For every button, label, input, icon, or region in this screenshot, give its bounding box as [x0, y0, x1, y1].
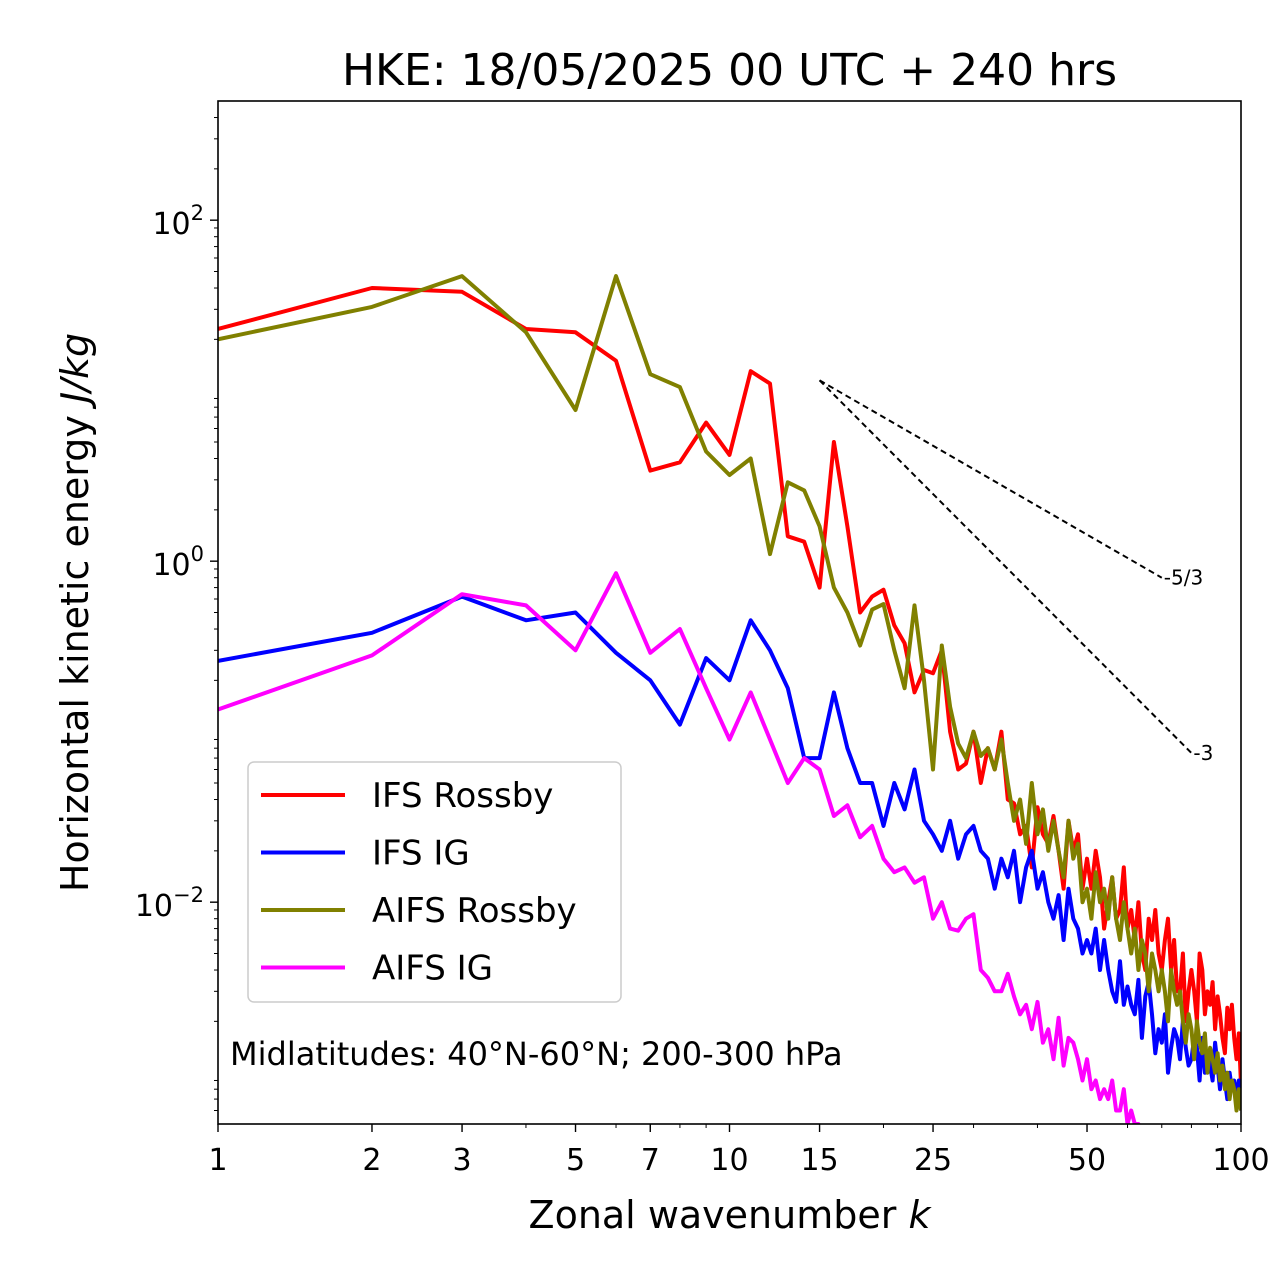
series-line-ifs-rossby — [218, 286, 1241, 1085]
major-ticks — [210, 219, 1242, 1132]
x-tick-label: 5 — [566, 1143, 585, 1178]
y-tick-labels: 10−2 100 102 — [135, 201, 204, 924]
legend-label: IFS IG — [372, 834, 470, 874]
y-tick-label: 102 — [152, 201, 204, 242]
x-axis-label-text: Zonal wavenumber — [529, 1193, 897, 1237]
legend-label: AIFS Rossby — [372, 891, 577, 931]
reference-slope-line — [818, 379, 1193, 754]
y-tick-label: 100 — [152, 542, 204, 583]
legend-label: AIFS IG — [372, 949, 493, 989]
legend-label: IFS Rossby — [372, 776, 553, 816]
legend: IFS Rossby IFS IG AIFS Rossby AIFS IG — [247, 761, 622, 1003]
reference-slopes: -5/3 -3 — [818, 379, 1213, 765]
region-annotation: Midlatitudes: 40°N-60°N; 200-300 hPa — [230, 1035, 843, 1073]
x-tick-label: 1 — [208, 1143, 227, 1178]
series-line-aifs-ig — [218, 571, 1141, 1124]
y-axis-label: Horizontal kinetic energy J/kg — [53, 333, 97, 892]
x-tick-label: 2 — [362, 1143, 381, 1178]
reference-slope-label: -5/3 — [1164, 566, 1203, 590]
x-tick-label: 10 — [710, 1143, 748, 1178]
legend-entries: IFS Rossby IFS IG AIFS Rossby AIFS IG — [261, 776, 577, 989]
reference-slope-label: -3 — [1193, 741, 1213, 765]
legend-box — [247, 761, 622, 1003]
x-axis-label: Zonal wavenumber k — [529, 1193, 933, 1237]
y-axis-label-text: Horizontal kinetic energy — [53, 415, 97, 892]
x-tick-label: 15 — [800, 1143, 838, 1178]
series-layer — [218, 274, 1241, 1124]
x-tick-label: 25 — [914, 1143, 952, 1178]
plot-frame — [217, 100, 1242, 1125]
x-tick-label: 100 — [1212, 1143, 1269, 1178]
x-tick-label: 7 — [641, 1143, 660, 1178]
y-axis-label-unit: J/kg — [53, 333, 97, 410]
series-line-ifs-ig — [218, 594, 1241, 1111]
x-tick-labels: 1 2 3 5 7 10 15 25 50 100 — [208, 1143, 1269, 1178]
x-axis-label-var: k — [908, 1193, 932, 1237]
reference-slope-line — [819, 379, 1163, 579]
x-tick-label: 3 — [453, 1143, 472, 1178]
x-tick-label: 50 — [1068, 1143, 1106, 1178]
series-line-aifs-rossby — [218, 274, 1241, 1113]
chart-title: HKE: 18/05/2025 00 UTC + 240 hrs — [342, 45, 1117, 96]
y-tick-label: 10−2 — [135, 883, 204, 924]
